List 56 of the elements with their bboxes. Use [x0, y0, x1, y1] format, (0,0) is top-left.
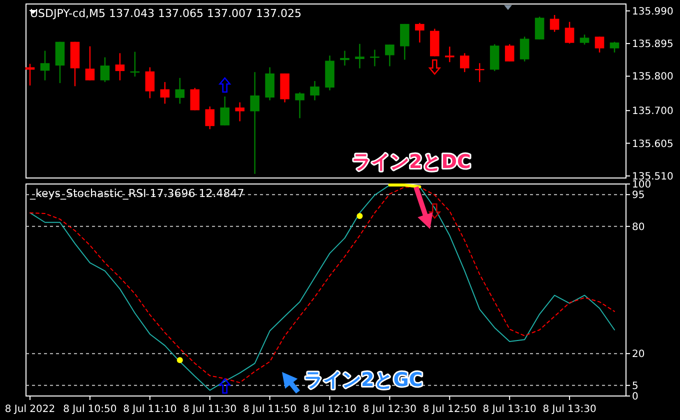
y-tick-label: 95: [632, 190, 645, 202]
candlestick: [310, 80, 320, 101]
candlestick: [504, 44, 514, 62]
y-tick-label: 80: [632, 222, 645, 233]
x-tick-label: 8 Jul 13:10: [482, 404, 536, 415]
candlestick: [40, 50, 50, 81]
candlestick: [460, 52, 470, 73]
x-tick-label: 8 Jul 12:50: [422, 404, 476, 415]
y-tick-label: 135.990: [632, 6, 674, 18]
candlestick: [190, 87, 200, 111]
x-tick-label: 8 Jul 11:50: [242, 404, 297, 415]
candlestick: [385, 44, 394, 67]
x-tick-label: 8 Jul 11:10: [123, 404, 177, 415]
candlestick: [445, 46, 454, 63]
x-tick-label: 8 Jul 2022: [4, 404, 56, 415]
candlestick: [220, 96, 230, 126]
annotation: ライン2とGC: [304, 369, 423, 391]
candlestick: [520, 36, 530, 62]
candlestick: [355, 43, 364, 69]
y-tick-label: 135.605: [632, 138, 674, 150]
y-tick-label: 135.800: [632, 72, 674, 83]
x-tick-label: 8 Jul 11:30: [183, 404, 237, 415]
candlestick: [175, 77, 185, 104]
candlestick: [415, 22, 424, 44]
candlestick: [100, 56, 110, 83]
candlestick: [550, 14, 560, 32]
candlestick: [594, 36, 604, 54]
candlestick: [610, 41, 620, 54]
x-tick-label: 8 Jul 12:30: [362, 404, 416, 415]
candlestick: [250, 71, 260, 174]
candlestick: [580, 34, 590, 46]
candlestick: [295, 92, 304, 119]
y-tick-label: 135.895: [632, 39, 674, 50]
candlestick: [85, 46, 95, 81]
candlestick: [160, 81, 170, 104]
chart-title: _keys_Stochastic_RSI 17.3696 12.4847: [29, 187, 244, 200]
x-tick-label: 8 Jul 13:30: [542, 404, 596, 415]
y-tick-label: 0: [632, 392, 638, 402]
candlestick: [235, 102, 244, 122]
candlestick: [340, 50, 350, 66]
candlestick: [370, 49, 380, 67]
y-tick-label: 20: [632, 349, 645, 360]
candlestick: [564, 21, 574, 44]
x-tick-label: 8 Jul 12:10: [302, 404, 357, 415]
annotation: ライン2とDC: [352, 151, 471, 173]
chart-title: USDJPY-cd,M5 137.043 137.065 137.007 137.025: [30, 7, 302, 20]
candlestick: [115, 52, 125, 81]
candlestick: [400, 23, 410, 60]
candlestick: [55, 41, 65, 84]
y-tick-label: 135.700: [632, 106, 674, 118]
candlestick: [205, 106, 214, 130]
candlestick: [534, 16, 544, 40]
x-tick-label: 8 Jul 10:50: [63, 404, 117, 415]
y-tick-label: 100: [632, 180, 652, 190]
candlestick: [145, 66, 155, 99]
y-tick-label: 5: [632, 380, 638, 392]
